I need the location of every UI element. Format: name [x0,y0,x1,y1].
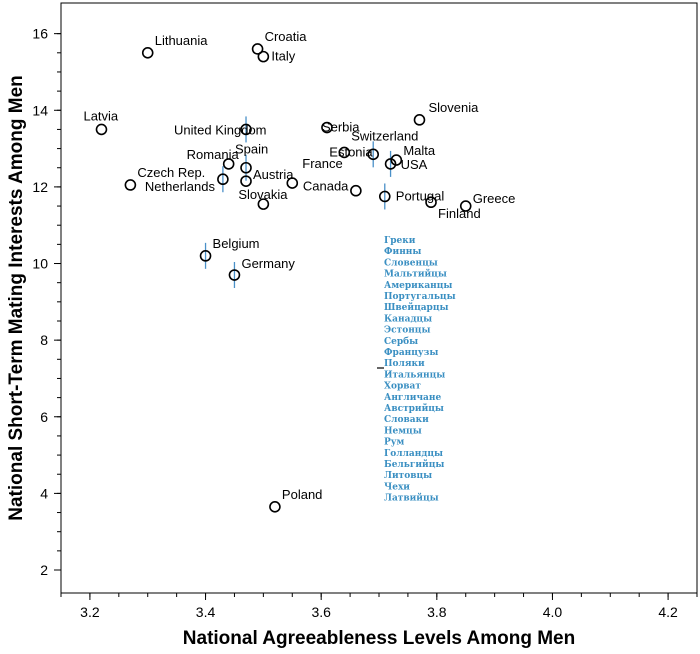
data-point [240,161,252,174]
annotation-item: Швейцарцы [384,302,449,313]
point-label: Slovenia [428,100,479,115]
data-point [141,47,154,59]
point-label: Finland [438,206,481,221]
annotation-item: Бельгийцы [384,459,444,470]
error-bars [204,116,392,289]
annotation-item: Австрийцы [384,403,444,414]
point-label: Estonia [329,144,373,159]
point-label: Italy [271,49,295,64]
point-label: USA [401,157,428,172]
annotation-item: Португальцы [384,292,456,302]
y-axis-ticks: 2 4 6 8 10 12 14 16 [32,26,61,578]
data-point [222,158,235,170]
y-tick-label: 14 [32,102,48,118]
x-axis-ticks: 3.2 3.4 3.6 3.8 4.0 4.2 [60,593,698,620]
x-tick-label: 3.6 [311,604,331,620]
annotation-item: Мальтийцы [384,269,447,280]
y-tick-label: 4 [40,485,48,501]
data-point [251,43,264,55]
data-point [199,250,212,262]
annotation-item: Финны [384,247,421,257]
data-point [390,154,403,166]
annotation-item: Итальянцы [384,370,445,380]
point-label: Austria [253,167,294,182]
y-axis-title: National Short-Term Mating Interests Amo… [6,75,27,520]
data-point [413,114,426,126]
data-point [425,196,437,209]
annotation-item: Эстонцы [384,326,430,336]
data-point [378,190,391,203]
data-point [240,175,252,187]
data-point [321,121,333,134]
point-label: Serbia [322,120,360,135]
data-point [367,148,380,161]
annotation-item: Чехи [384,482,410,492]
point-label: Spain [235,142,268,157]
data-point [269,500,281,513]
point-label: Netherlands [145,179,216,194]
point-label: Switzerland [351,128,418,143]
point-label: Romania [187,147,240,162]
point-label: Canada [303,179,349,194]
data-point [257,50,270,63]
x-tick-label: 4.0 [543,604,563,620]
data-point [350,184,362,197]
y-tick-label: 8 [40,332,48,348]
x-tick-label: 3.8 [427,604,447,620]
x-tick-label: 4.2 [658,604,678,620]
data-point [286,177,299,189]
y-tick-label: 2 [40,562,48,578]
annotation-item: Греки [384,236,416,246]
annotation-item: Голландцы [384,449,443,459]
data-point [95,123,108,136]
annotation-item: Словенцы [384,258,438,268]
annotation-item: Поляки [384,359,425,369]
point-label: Belgium [213,236,260,251]
annotation-item: Немцы [384,426,422,436]
point-labels: Lithuania Croatia Italy Latvia United Kingdo… [83,29,515,502]
annotation-item: Словаки [384,415,429,425]
annotation-item: Литовцы [384,471,432,481]
data-point [384,158,397,170]
x-tick-label: 3.4 [196,604,216,620]
point-label: Croatia [265,29,308,44]
point-label: Poland [282,487,322,502]
data-point [240,123,252,136]
y-tick-label: 10 [32,256,48,272]
x-axis-title: National Agreeableness Levels Among Men [183,628,575,649]
data-point [257,198,270,210]
x-tick-label: 3.2 [80,604,100,620]
annotation-item: Сербы [384,336,418,347]
annotation-item: Латвийцы [384,493,439,504]
annotation-item: Канадцы [384,314,432,324]
data-point [217,173,229,186]
point-label: Slovakia [238,187,288,202]
point-label: Lithuania [155,33,209,48]
y-tick-label: 12 [32,179,48,195]
point-label: France [302,156,342,171]
data-point [338,146,351,159]
data-point [228,269,241,281]
annotation-item: Американцы [384,281,452,291]
y-tick-label: 16 [32,26,48,42]
point-label: Latvia [83,108,118,123]
data-point [459,200,472,212]
data-points [95,43,472,513]
point-label: Germany [241,256,295,271]
y-tick-label: 6 [40,409,48,425]
annotation-item: Англичане [384,393,441,403]
point-label: Czech Rep. [137,165,205,180]
annotation-item: Французы [384,348,438,358]
annotation-item: Рум [384,438,405,448]
data-point [124,179,137,191]
annotation-item: Хорват [384,382,421,392]
point-label: Portugal [396,188,445,203]
point-label: Greece [473,191,516,206]
point-label: United Kingdom [174,122,267,137]
point-label: Malta [403,143,436,158]
russian-annotation-list: ГрекиФинныСловенцыМальтийцыАмериканцыПор… [384,236,456,504]
